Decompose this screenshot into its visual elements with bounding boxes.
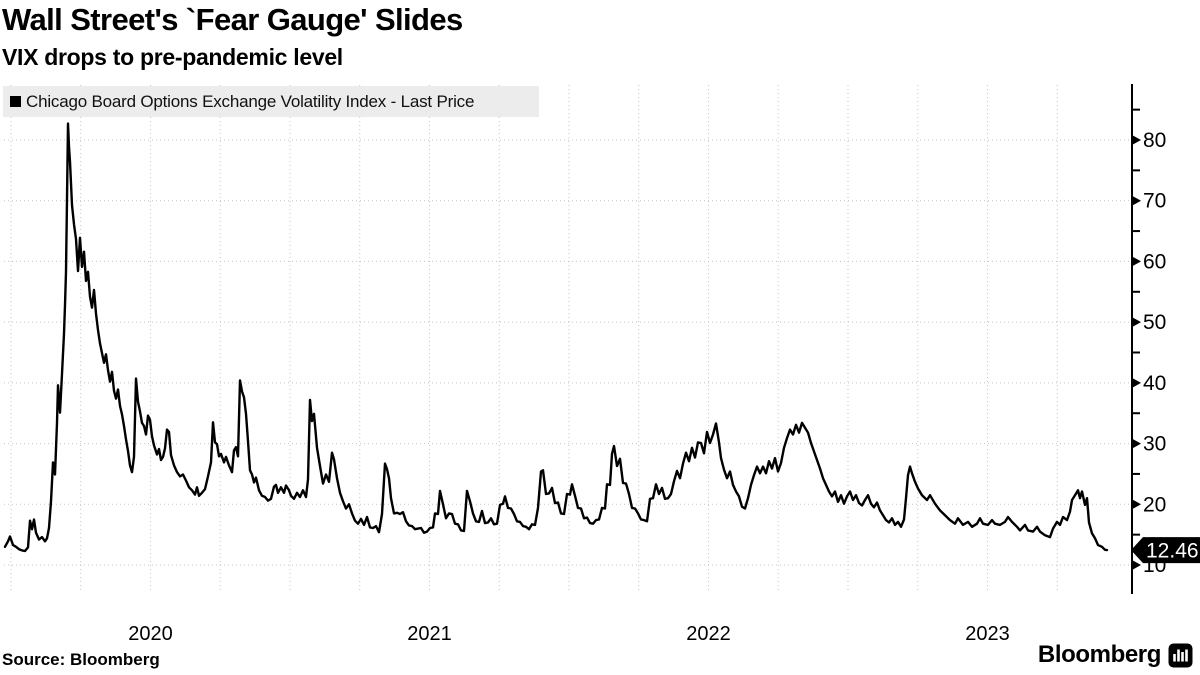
- last-price-value: 12.46: [1146, 540, 1199, 563]
- bloomberg-terminal-icon: [1168, 643, 1193, 667]
- y-axis-tick: [1132, 499, 1141, 510]
- vix-price-line: [3, 122, 1109, 553]
- x-axis-label: 2023: [965, 623, 1010, 645]
- legend-swatch-icon: [10, 96, 21, 107]
- x-axis-label: 2022: [686, 623, 731, 645]
- y-axis-label: 30: [1143, 433, 1166, 456]
- legend-label: Chicago Board Options Exchange Volatilit…: [26, 91, 475, 111]
- y-axis-label: 60: [1143, 250, 1166, 273]
- legend: Chicago Board Options Exchange Volatilit…: [3, 86, 539, 117]
- page-title: Wall Street's `Fear Gauge' Slides: [2, 2, 463, 37]
- y-axis-tick: [1132, 256, 1141, 267]
- source-note: Source: Bloomberg: [2, 650, 160, 669]
- bloomberg-wordmark: Bloomberg: [1037, 641, 1161, 668]
- y-axis-tick: [1132, 438, 1141, 449]
- y-axis-tick: [1132, 317, 1141, 328]
- y-axis-label: 50: [1143, 311, 1166, 334]
- y-axis-label: 70: [1143, 190, 1166, 213]
- y-axis-tick: [1132, 377, 1141, 388]
- last-price-tag: [1131, 537, 1200, 564]
- y-axis-label: 80: [1143, 129, 1166, 152]
- y-axis-label: 20: [1143, 493, 1166, 516]
- y-axis-tick: [1132, 560, 1141, 570]
- x-axis-label: 2021: [407, 623, 452, 645]
- y-axis-label: 40: [1143, 372, 1166, 395]
- y-axis-tick: [1132, 135, 1141, 146]
- x-axis-label: 2020: [128, 623, 173, 645]
- y-axis-tick: [1132, 195, 1141, 206]
- bloomberg-logo: Bloomberg: [1038, 641, 1193, 669]
- page-subtitle: VIX drops to pre-pandemic level: [2, 44, 343, 70]
